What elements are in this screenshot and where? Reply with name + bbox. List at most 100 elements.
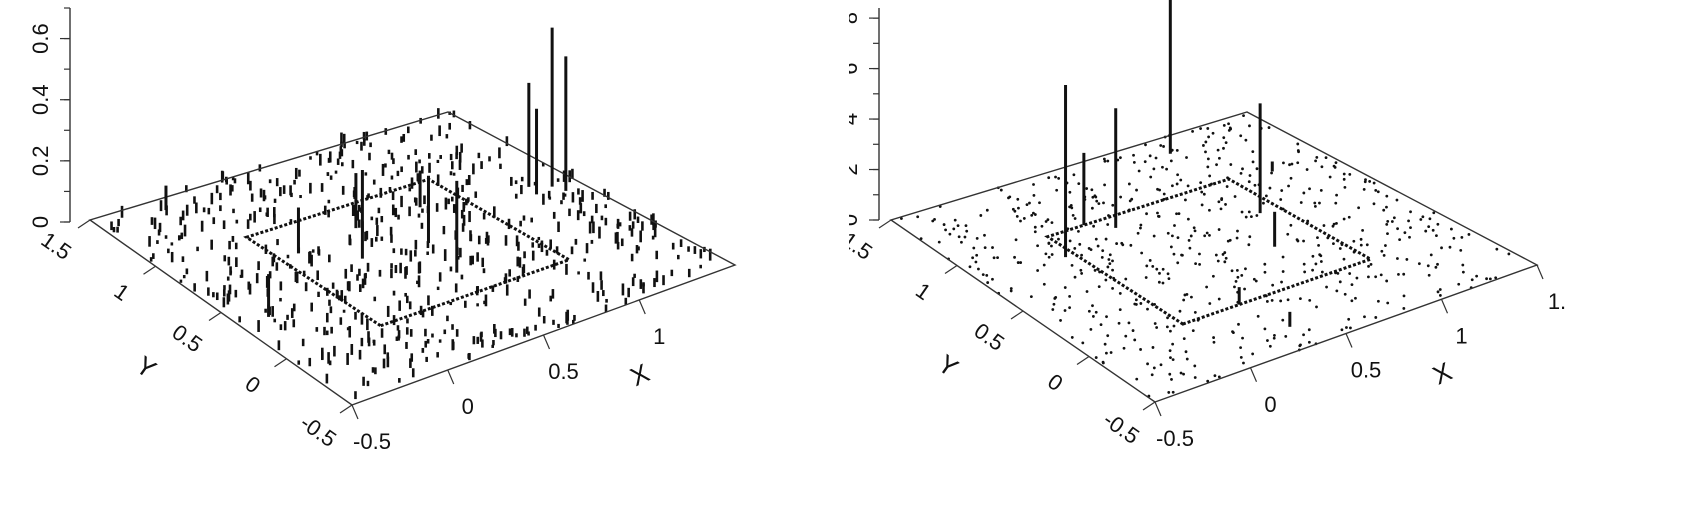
data-point xyxy=(1403,231,1407,235)
data-point xyxy=(1153,322,1157,325)
data-point xyxy=(1398,238,1402,242)
data-point xyxy=(1202,192,1206,196)
data-point xyxy=(1290,162,1294,166)
data-point xyxy=(1009,287,1013,290)
data-point xyxy=(1396,227,1399,231)
data-point xyxy=(1251,150,1255,153)
data-point xyxy=(1216,259,1220,263)
data-point xyxy=(1108,262,1112,265)
floor-outline xyxy=(889,111,1539,403)
data-point xyxy=(1372,202,1376,206)
data-point xyxy=(1091,315,1095,318)
data-point xyxy=(1438,288,1442,291)
data-point xyxy=(1402,272,1406,276)
data-point xyxy=(1139,223,1143,227)
data-point xyxy=(1080,272,1084,275)
data-point xyxy=(1042,263,1046,267)
data-point xyxy=(1156,187,1159,191)
data-point xyxy=(1189,234,1193,238)
data-point xyxy=(1332,242,1335,245)
data-point xyxy=(1350,299,1354,303)
data-point xyxy=(1348,272,1352,275)
data-point xyxy=(1145,264,1149,268)
data-point xyxy=(1192,226,1196,230)
data-point xyxy=(1308,187,1311,191)
data-point xyxy=(1342,177,1346,181)
data-point xyxy=(1251,160,1255,164)
data-point xyxy=(1193,376,1197,379)
data-point xyxy=(1299,343,1302,347)
data-point xyxy=(1094,310,1098,314)
data-point xyxy=(1365,243,1369,247)
data-point xyxy=(1247,243,1251,247)
data-point xyxy=(1440,246,1443,250)
y-tick xyxy=(878,219,892,229)
data-point xyxy=(1424,229,1428,233)
data-point xyxy=(1280,189,1284,192)
data-point xyxy=(1335,289,1339,293)
data-point xyxy=(1224,256,1228,260)
y-tick-label: 0 xyxy=(1043,369,1067,397)
data-point xyxy=(1185,357,1189,361)
data-point xyxy=(1008,195,1012,199)
data-point xyxy=(1317,243,1320,247)
data-point xyxy=(1208,302,1212,305)
data-point xyxy=(1072,173,1076,177)
data-point xyxy=(1314,159,1317,163)
y-tick-label: 0.5 xyxy=(970,318,1009,356)
data-point xyxy=(960,240,963,244)
data-point xyxy=(1345,326,1348,329)
data-point xyxy=(1485,277,1488,281)
x-tick-label: -0.5 xyxy=(1156,426,1194,451)
data-point xyxy=(1253,183,1257,187)
data-point xyxy=(1171,342,1175,346)
data-point xyxy=(965,229,969,233)
data-point xyxy=(1111,259,1114,263)
data-point xyxy=(1091,304,1094,308)
data-point xyxy=(1134,303,1138,306)
data-point xyxy=(1224,141,1228,145)
x-tick-label: 1. xyxy=(1548,289,1566,314)
data-point xyxy=(1055,188,1059,192)
data-point xyxy=(1090,188,1094,192)
y-tick-label: 1.5 xyxy=(37,227,76,265)
data-point xyxy=(1349,326,1352,330)
data-point xyxy=(937,240,941,244)
data-point xyxy=(1407,219,1410,223)
inner-square xyxy=(1044,177,1375,326)
data-point xyxy=(1105,315,1108,319)
data-point xyxy=(1435,234,1438,238)
data-point xyxy=(1231,330,1234,334)
data-point xyxy=(1343,185,1347,189)
y-tick-label: 0.5 xyxy=(168,319,207,357)
data-point xyxy=(1211,274,1215,278)
data-point xyxy=(1068,295,1072,298)
data-point xyxy=(1103,342,1107,346)
data-point xyxy=(1289,176,1293,180)
data-point xyxy=(1262,201,1265,205)
data-point xyxy=(1282,161,1285,165)
data-point xyxy=(1228,238,1232,242)
data-point xyxy=(1382,208,1386,212)
data-point xyxy=(1170,184,1174,188)
data-point xyxy=(1150,373,1154,377)
data-point xyxy=(1144,143,1147,147)
data-point xyxy=(1171,358,1175,362)
data-point xyxy=(1135,188,1138,192)
data-point xyxy=(1376,299,1380,303)
data-point xyxy=(1080,253,1084,257)
data-point xyxy=(1367,264,1370,268)
data-point xyxy=(1204,150,1207,154)
z-tick-label: 0.2 xyxy=(28,146,53,177)
data-point xyxy=(1279,299,1283,303)
data-point xyxy=(1299,201,1303,204)
data-point xyxy=(1247,210,1251,214)
data-point xyxy=(1298,297,1302,300)
data-point xyxy=(1247,180,1251,184)
data-point xyxy=(1089,248,1093,252)
data-point xyxy=(1227,122,1230,126)
data-point xyxy=(1331,224,1335,228)
data-point xyxy=(1382,254,1386,257)
data-point xyxy=(1494,276,1498,280)
data-point xyxy=(1248,124,1251,128)
